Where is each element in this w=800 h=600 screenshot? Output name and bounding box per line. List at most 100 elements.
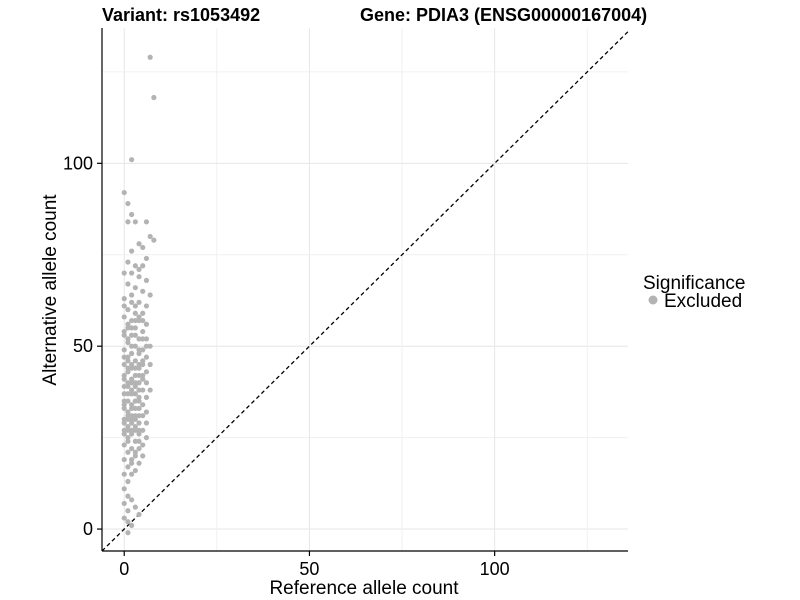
data-point xyxy=(136,394,142,400)
data-point xyxy=(125,339,131,346)
data-point xyxy=(143,435,150,441)
data-point xyxy=(129,471,135,477)
data-point xyxy=(121,442,127,448)
data-point xyxy=(121,398,127,404)
data-point xyxy=(147,233,153,240)
data-point xyxy=(143,336,150,342)
data-point xyxy=(129,380,135,386)
data-point xyxy=(129,325,135,331)
data-point xyxy=(129,343,135,349)
data-point xyxy=(140,453,146,459)
data-point xyxy=(125,307,131,313)
data-point xyxy=(125,416,131,422)
y-tick-label: 50 xyxy=(73,336,93,356)
data-point xyxy=(147,54,153,60)
data-point xyxy=(121,405,127,411)
data-point xyxy=(140,310,146,316)
data-point xyxy=(140,244,146,251)
data-point xyxy=(143,420,150,426)
data-point xyxy=(136,413,142,419)
data-point xyxy=(140,376,146,382)
x-tick-label: 100 xyxy=(480,559,510,579)
data-point xyxy=(143,321,150,327)
data-point xyxy=(132,467,138,474)
data-point xyxy=(129,405,135,411)
data-point xyxy=(125,281,131,287)
data-point xyxy=(147,387,153,393)
chart-title-variant: Variant: rs1053492 xyxy=(102,5,260,25)
data-point xyxy=(125,424,131,430)
data-point xyxy=(129,365,135,371)
data-point xyxy=(121,314,127,320)
data-point xyxy=(125,380,131,386)
data-point xyxy=(136,398,142,404)
data-point xyxy=(125,200,131,207)
data-point xyxy=(129,376,135,382)
data-point xyxy=(125,464,131,470)
data-point xyxy=(121,486,127,492)
data-point xyxy=(140,336,146,342)
data-point xyxy=(147,361,153,368)
data-point xyxy=(129,402,135,408)
data-point xyxy=(121,427,127,433)
data-point xyxy=(129,497,135,503)
data-point xyxy=(143,277,150,283)
data-point xyxy=(136,317,142,324)
data-point xyxy=(125,365,131,371)
data-point xyxy=(121,354,127,360)
data-point xyxy=(121,347,127,353)
data-point xyxy=(125,409,131,415)
data-point xyxy=(129,445,135,452)
data-point xyxy=(132,285,138,291)
data-point xyxy=(132,358,138,364)
data-point xyxy=(129,427,135,433)
data-point xyxy=(129,332,135,338)
data-point xyxy=(132,332,138,338)
data-point xyxy=(125,449,131,455)
data-point xyxy=(132,391,138,397)
data-point xyxy=(132,263,138,269)
data-point xyxy=(136,314,142,320)
data-point xyxy=(121,456,127,463)
data-point xyxy=(147,343,153,349)
data-point xyxy=(136,274,142,280)
data-point xyxy=(136,266,142,272)
axis-ticks: 0 50 100 0 50 100 xyxy=(63,153,510,579)
data-point xyxy=(136,241,142,247)
identity-reference-line xyxy=(101,31,629,552)
data-point xyxy=(121,383,127,390)
data-point xyxy=(140,413,146,419)
data-point xyxy=(125,435,131,441)
data-point xyxy=(121,471,127,477)
data-point xyxy=(132,413,138,419)
data-point xyxy=(129,157,135,163)
data-point xyxy=(132,219,138,225)
data-point xyxy=(125,413,131,419)
data-point xyxy=(140,427,146,433)
data-point xyxy=(136,445,142,452)
data-point xyxy=(143,409,150,415)
data-point xyxy=(121,420,127,426)
data-point xyxy=(121,270,127,276)
data-point xyxy=(121,332,127,338)
data-point xyxy=(125,478,131,485)
data-point xyxy=(132,427,138,433)
data-point xyxy=(125,219,131,225)
data-point xyxy=(129,292,135,298)
data-points xyxy=(121,54,157,536)
data-point xyxy=(132,310,138,316)
data-point xyxy=(132,372,138,379)
data-point xyxy=(136,431,142,437)
data-point xyxy=(151,237,157,243)
chart-title-gene: Gene: PDIA3 (ENSG00000167004) xyxy=(360,5,647,25)
data-point xyxy=(140,347,146,353)
data-point xyxy=(121,391,127,397)
data-point xyxy=(129,387,135,393)
data-point xyxy=(140,317,146,324)
data-point xyxy=(132,449,138,455)
data-point xyxy=(132,343,138,349)
data-point xyxy=(136,427,142,433)
data-point xyxy=(129,413,135,419)
data-point xyxy=(132,383,138,390)
data-point xyxy=(132,504,138,510)
